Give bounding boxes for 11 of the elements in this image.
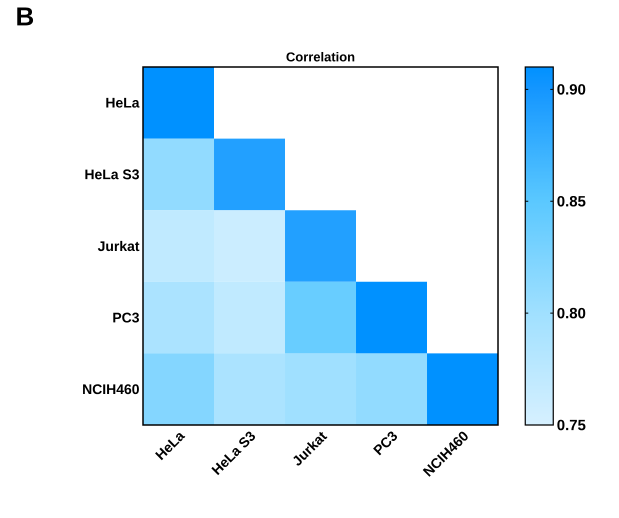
text: B bbox=[17, 8, 34, 26]
color-bar-label: 0.75 bbox=[557, 420, 586, 430]
color-bar-label: 0.85 bbox=[557, 196, 586, 207]
y-tick-label: Jurkat bbox=[98, 240, 140, 252]
color-bar-label: 0.90 bbox=[557, 84, 586, 95]
chart-title: Correlation bbox=[286, 52, 354, 62]
color-bar-label: 0.80 bbox=[557, 308, 586, 318]
y-tick-label: NCIH460 bbox=[83, 384, 139, 394]
y-tick-label: HeLa bbox=[106, 98, 140, 108]
y-tick-label: HeLa S3 bbox=[85, 169, 139, 180]
y-tick-label: PC3 bbox=[113, 312, 139, 323]
